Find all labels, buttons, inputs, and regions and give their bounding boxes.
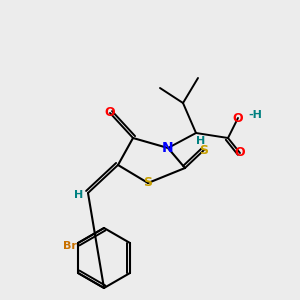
- Text: H: H: [196, 136, 206, 146]
- Text: O: O: [235, 146, 245, 160]
- Text: S: S: [200, 143, 208, 157]
- Text: N: N: [162, 141, 174, 155]
- Text: -H: -H: [248, 110, 262, 120]
- Text: H: H: [74, 190, 84, 200]
- Text: Br: Br: [63, 241, 77, 251]
- Text: O: O: [233, 112, 243, 124]
- Text: O: O: [105, 106, 115, 119]
- Text: S: S: [143, 176, 152, 190]
